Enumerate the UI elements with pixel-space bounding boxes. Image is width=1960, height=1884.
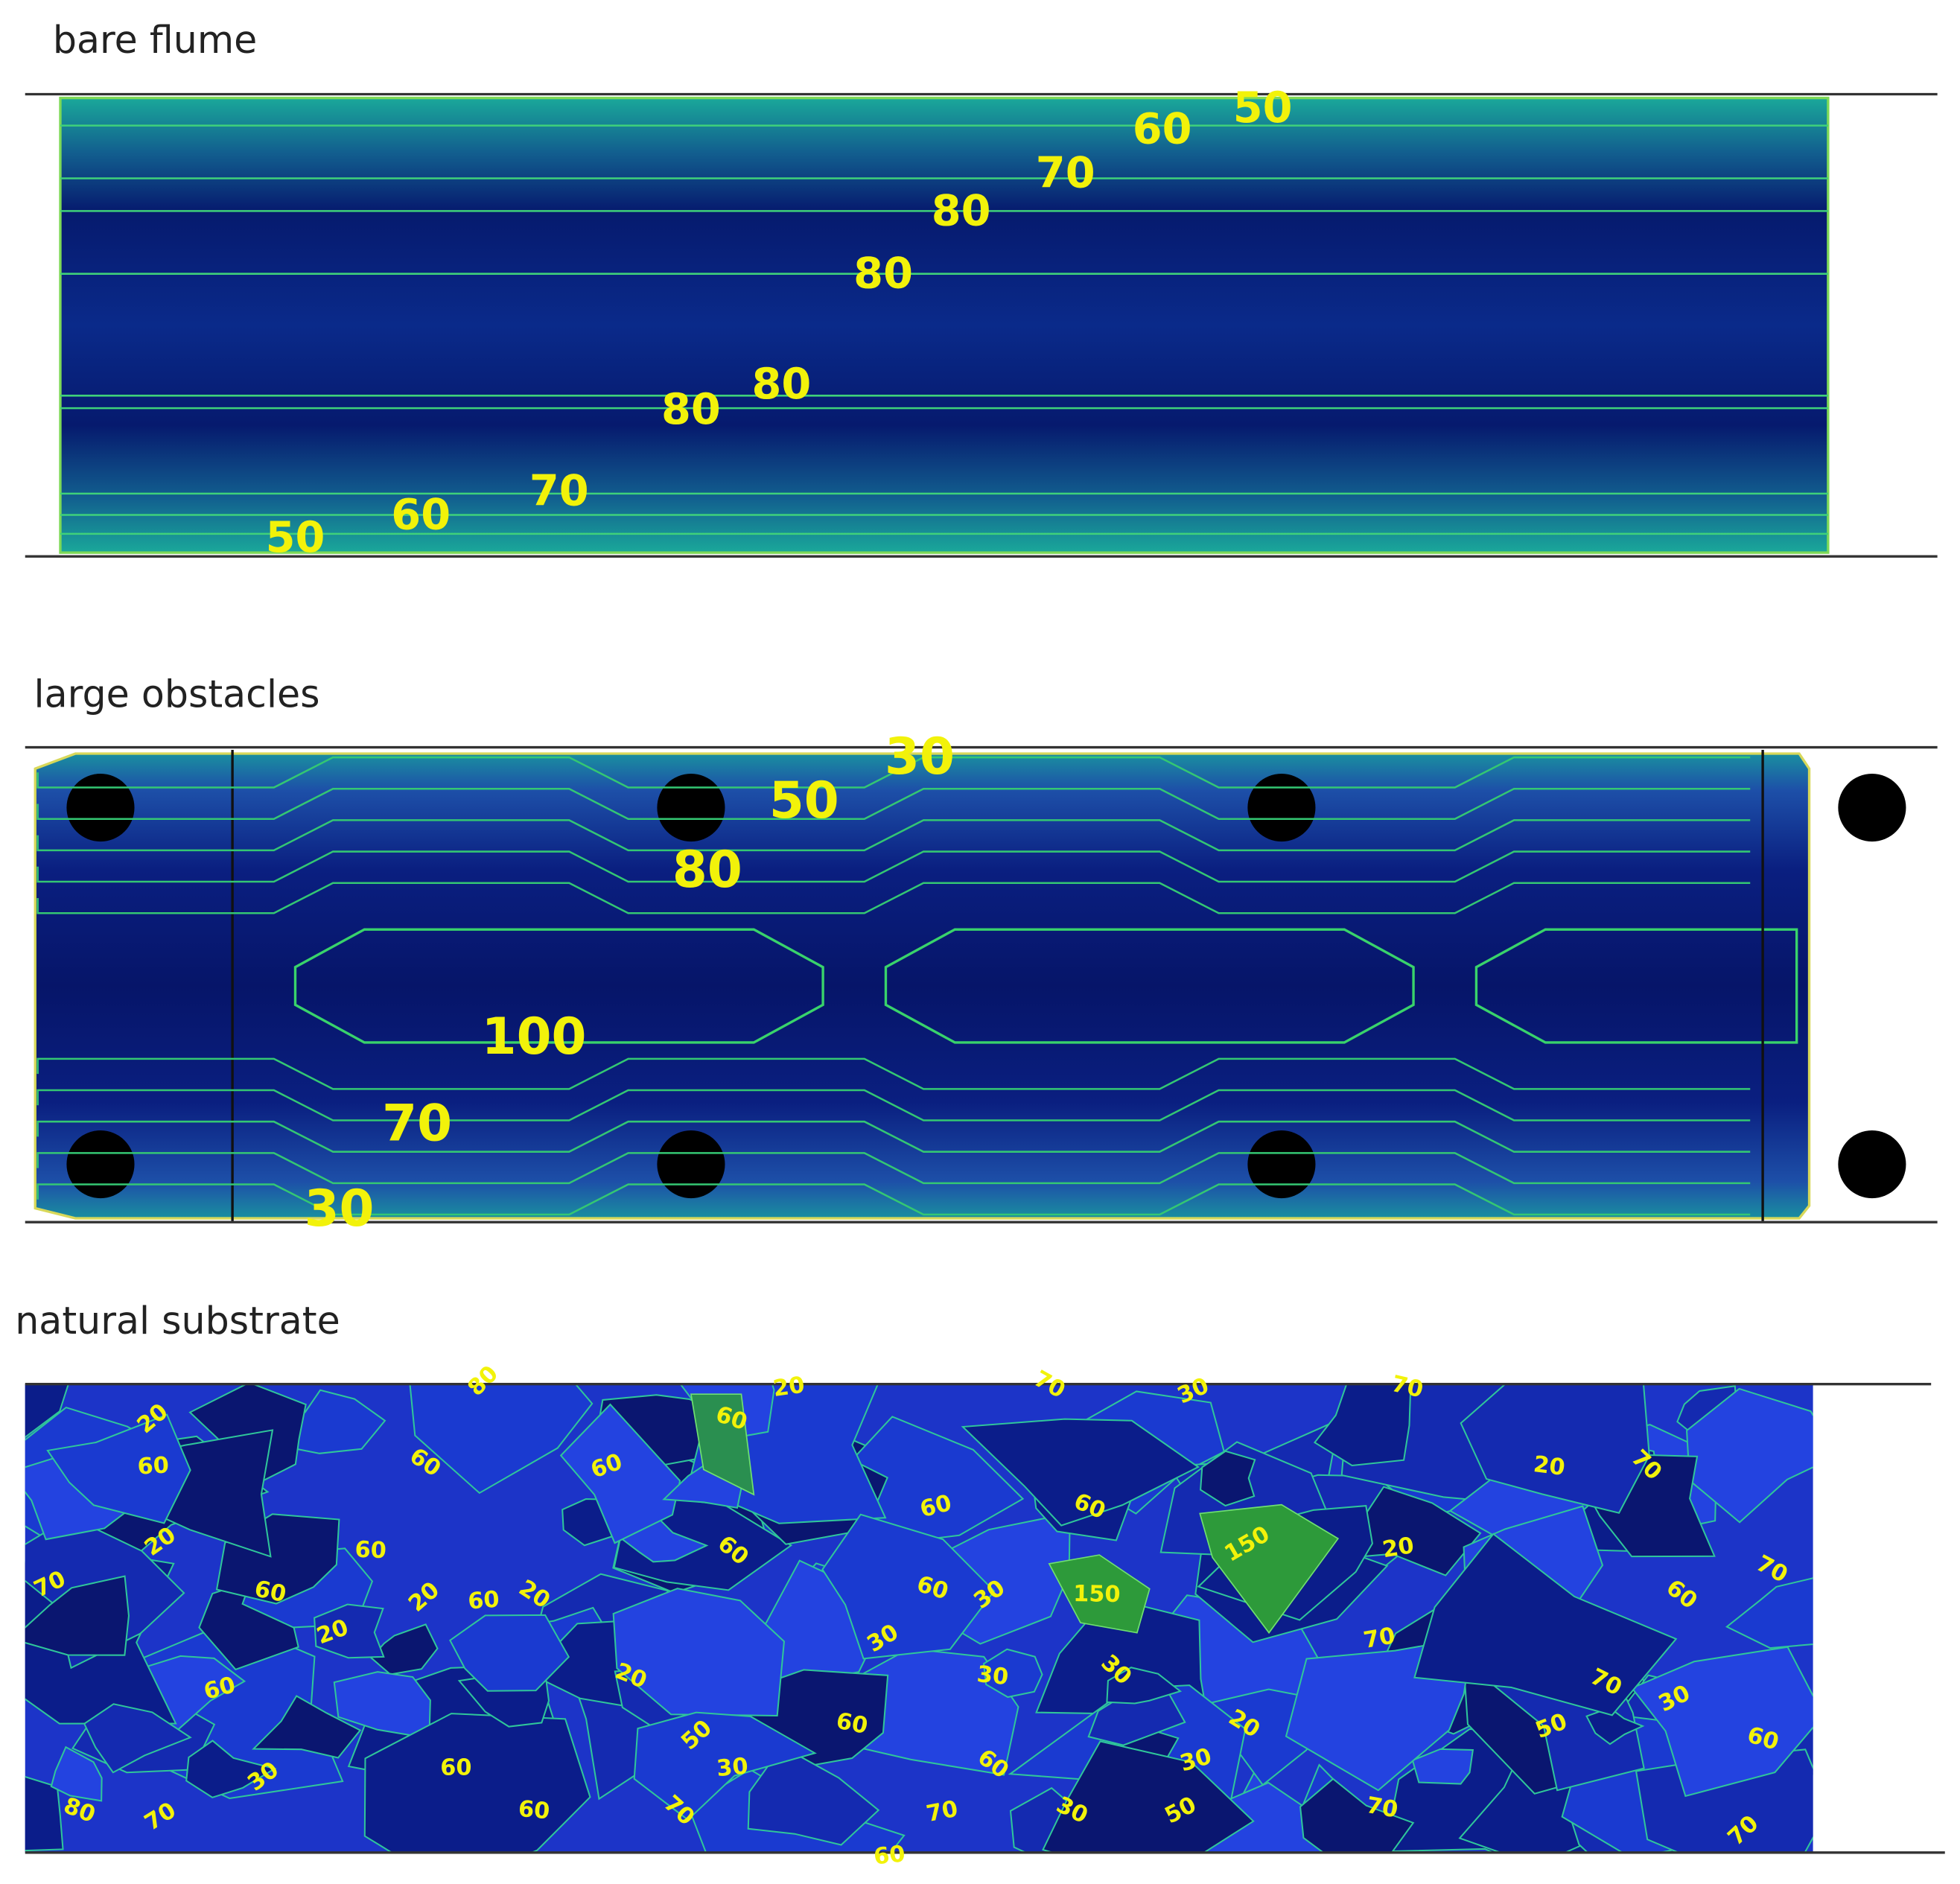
contour-label: 60 bbox=[354, 1537, 386, 1564]
contour-label: 50 bbox=[266, 512, 325, 562]
contour-patch bbox=[50, 1745, 103, 1802]
obstacles bbox=[66, 773, 1906, 1199]
contour-label: 50 bbox=[1233, 83, 1293, 133]
panel-large-obstacles: large obstacles bbox=[25, 672, 1938, 1223]
contour-patch bbox=[1200, 1450, 1256, 1507]
contour-patch bbox=[46, 1413, 191, 1524]
contour-patch bbox=[633, 1711, 817, 1821]
contour-line bbox=[36, 1152, 1751, 1185]
contour-line bbox=[36, 787, 1751, 820]
contour-patch bbox=[409, 1384, 594, 1495]
contour-label: 80 bbox=[932, 185, 991, 235]
contour-label: 80 bbox=[853, 249, 913, 299]
contour-patch bbox=[1042, 1740, 1255, 1853]
contour-patch bbox=[1630, 1646, 1813, 1798]
contour-patch bbox=[690, 1393, 755, 1496]
contour-field bbox=[59, 96, 1830, 554]
contour-line bbox=[36, 1120, 1751, 1153]
contour-label: 30 bbox=[305, 1179, 375, 1238]
panel-title: bare flume bbox=[53, 18, 257, 62]
contour-line bbox=[36, 882, 1751, 914]
contour-patch bbox=[559, 1403, 681, 1544]
contour-label: 100 bbox=[482, 1007, 587, 1066]
contour-patch bbox=[25, 1775, 64, 1852]
contour-patch bbox=[25, 1384, 69, 1439]
contour-patch bbox=[1048, 1554, 1151, 1634]
contour-line bbox=[36, 819, 1751, 852]
contour-label: 70 bbox=[1362, 1623, 1398, 1654]
contour-line bbox=[36, 1183, 1751, 1216]
contour-label: 20 bbox=[1532, 1451, 1566, 1481]
contour-patches bbox=[25, 1384, 1813, 1853]
contour-label: 60 bbox=[873, 1841, 907, 1870]
contour-label: 70 bbox=[382, 1093, 452, 1152]
contour-label: 70 bbox=[924, 1796, 960, 1827]
contour-patch bbox=[1313, 1384, 1412, 1467]
contour-patch bbox=[1725, 1577, 1813, 1649]
contour-label: 30 bbox=[885, 727, 955, 786]
contour-patch bbox=[363, 1713, 591, 1853]
contour-line bbox=[36, 1089, 1751, 1121]
contour-label: 60 bbox=[467, 1587, 500, 1615]
contour-label: 60 bbox=[137, 1452, 170, 1480]
contour-patch bbox=[25, 1575, 130, 1656]
contour-patch bbox=[1585, 1707, 1645, 1745]
contour-label: 30 bbox=[716, 1754, 749, 1783]
panel-natural-substrate: natural substrate bbox=[15, 1299, 1945, 1854]
contour-label: 60 bbox=[1133, 104, 1192, 154]
contour-label: 70 bbox=[1364, 1792, 1400, 1824]
contour-label: 80 bbox=[672, 840, 742, 899]
contour-label: 60 bbox=[391, 490, 451, 540]
contour-label: 60 bbox=[518, 1796, 551, 1825]
contour-label: 60 bbox=[252, 1576, 289, 1608]
contour-label: 70 bbox=[1036, 148, 1095, 198]
contour-patch bbox=[185, 1740, 277, 1798]
contour-patch bbox=[821, 1513, 996, 1660]
contour-line bbox=[36, 1057, 1751, 1090]
contour-patch bbox=[1411, 1748, 1474, 1785]
contour-patch bbox=[747, 1745, 880, 1846]
contour-patch bbox=[982, 1648, 1043, 1699]
panel-bare-flume: bare flume bbox=[25, 18, 1938, 558]
contour-line bbox=[293, 928, 1798, 1044]
contour-patch bbox=[612, 1588, 786, 1717]
contour-patch bbox=[1299, 1778, 1415, 1853]
contour-label: 150 bbox=[1073, 1581, 1121, 1608]
contour-line bbox=[36, 850, 1751, 883]
contour-label: 30 bbox=[976, 1661, 1010, 1690]
contour-label: 60 bbox=[440, 1754, 471, 1780]
panel-title: large obstacles bbox=[34, 672, 320, 716]
contour-label: 80 bbox=[661, 384, 721, 434]
contour-label: 70 bbox=[529, 465, 589, 515]
contour-label: 50 bbox=[769, 771, 839, 830]
contour-label: 20 bbox=[771, 1372, 806, 1403]
contour-patch bbox=[1460, 1384, 1650, 1514]
panel-title: natural substrate bbox=[15, 1299, 340, 1343]
contour-patch bbox=[83, 1703, 192, 1774]
contour-patch bbox=[961, 1418, 1200, 1527]
contour-patch bbox=[252, 1695, 362, 1759]
contour-patch bbox=[449, 1614, 570, 1692]
contour-label: 60 bbox=[834, 1708, 870, 1740]
contour-line bbox=[36, 756, 1751, 789]
contour-label: 20 bbox=[1381, 1533, 1416, 1563]
contour-patch bbox=[314, 1603, 385, 1659]
contour-patch bbox=[1199, 1503, 1340, 1635]
contour-field bbox=[34, 752, 1811, 1220]
contour-patch bbox=[1413, 1533, 1678, 1716]
contour-label: 80 bbox=[752, 359, 812, 409]
contour-patch bbox=[1106, 1667, 1183, 1705]
